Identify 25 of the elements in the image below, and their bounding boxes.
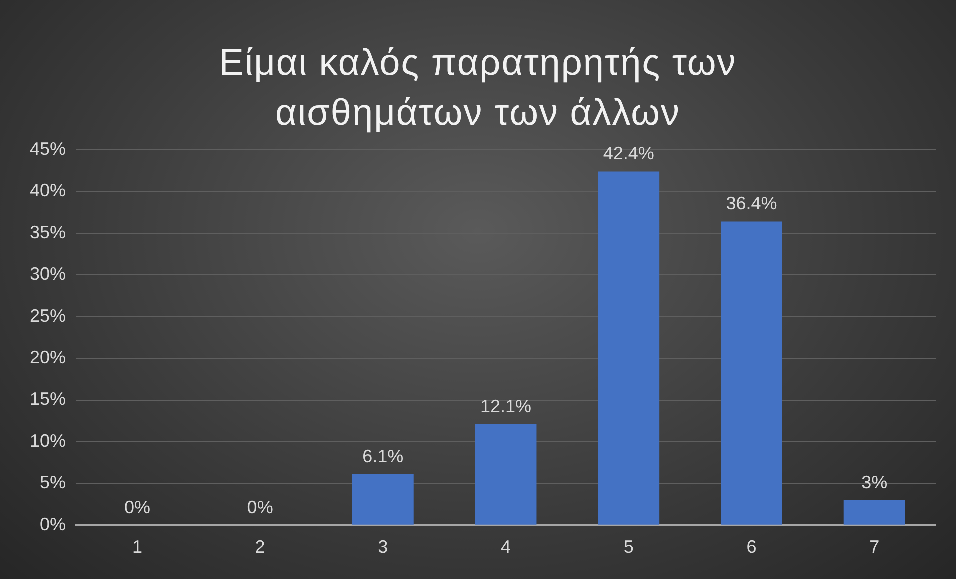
data-label: 12.1% bbox=[480, 396, 532, 416]
x-tick-label: 7 bbox=[870, 537, 880, 558]
x-tick-label: 5 bbox=[624, 537, 634, 558]
y-tick-label: 30% bbox=[30, 264, 66, 284]
y-tick-label: 40% bbox=[30, 180, 66, 201]
y-tick-label: 10% bbox=[30, 430, 66, 451]
data-label: 6.1% bbox=[362, 446, 404, 466]
x-tick-label: 6 bbox=[746, 537, 757, 558]
chart-title: Είμαι καλός παρατηρητής των αισθημάτων των άλλων bbox=[218, 41, 738, 135]
x-tick-label: 1 bbox=[132, 537, 142, 558]
x-tick-label: 4 bbox=[501, 537, 512, 558]
y-tick-label: 20% bbox=[30, 348, 66, 368]
data-label: 42.4% bbox=[603, 144, 654, 164]
x-tick-label: 3 bbox=[378, 537, 388, 558]
y-tick-label: 0% bbox=[40, 514, 66, 534]
data-label: 0% bbox=[247, 497, 274, 518]
data-label: 0% bbox=[124, 497, 150, 518]
x-tick-label: 2 bbox=[255, 537, 266, 558]
y-tick-label: 45% bbox=[30, 138, 66, 159]
y-tick-label: 5% bbox=[40, 472, 66, 493]
data-label: 3% bbox=[862, 472, 888, 492]
data-label: 36.4% bbox=[726, 194, 778, 214]
y-tick-label: 25% bbox=[30, 306, 66, 326]
y-tick-label: 35% bbox=[30, 222, 66, 242]
y-tick-label: 15% bbox=[30, 389, 66, 410]
